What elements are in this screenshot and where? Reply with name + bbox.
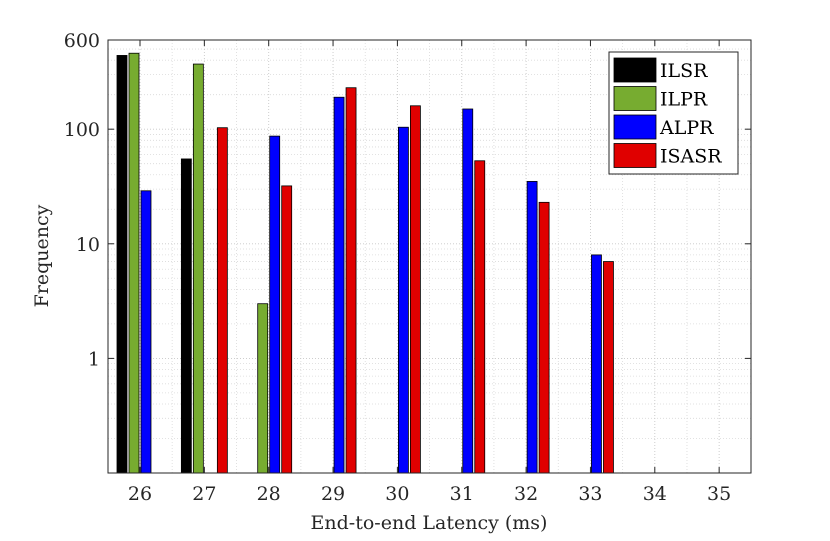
x-tick-label: 35: [707, 483, 731, 505]
legend-label-isasr: ISASR: [660, 146, 722, 168]
x-tick-label: 34: [643, 483, 667, 505]
bar-alpr-33: [591, 254, 602, 474]
x-axis-ticks: 26 27 28 29 30 31 32 33 34 35: [128, 40, 731, 505]
x-tick-label: 32: [514, 483, 538, 505]
bar-ilsr-27: [180, 158, 192, 474]
bar-isasr-33: [603, 261, 614, 474]
bar-isasr-27: [216, 127, 228, 474]
bar-isasr-28: [281, 185, 293, 474]
legend-swatch-alpr: [613, 114, 657, 140]
x-tick-label: 31: [450, 483, 474, 505]
x-tick-label: 29: [321, 483, 345, 505]
x-tick-label: 30: [385, 483, 409, 505]
x-tick-label: 26: [128, 483, 152, 505]
x-tick-label: 28: [257, 483, 281, 505]
y-tick-label: 100: [64, 119, 100, 141]
bar-isasr-32: [538, 201, 550, 474]
legend-label-alpr: ALPR: [659, 117, 714, 139]
legend: ILSR ILPR ALPR ISASR: [608, 51, 739, 175]
legend-swatch-ilpr: [613, 86, 657, 111]
legend-label-ilsr: ILSR: [660, 60, 708, 82]
y-tick-label: 600: [64, 30, 100, 52]
plot-frame: [107, 39, 752, 474]
x-tick-label: 27: [192, 483, 216, 505]
bar-alpr-30: [397, 126, 409, 474]
bar-ilpr-28: [257, 303, 269, 474]
bar-ilsr-26: [116, 55, 128, 474]
bar-isasr-31: [474, 160, 486, 474]
y-axis-title: Frequency: [31, 204, 53, 307]
bar-alpr-28: [269, 135, 281, 474]
bar-alpr-31: [462, 108, 474, 474]
legend-swatch-ilsr: [613, 57, 657, 83]
bar-isasr-30: [409, 105, 421, 474]
bar-alpr-32: [526, 181, 538, 474]
x-axis-title: End-to-end Latency (ms): [311, 512, 548, 534]
minor-grid: [108, 40, 751, 473]
bar-isasr-29: [345, 87, 357, 474]
bar-alpr-29: [333, 96, 345, 474]
x-tick-label: 33: [578, 483, 602, 505]
bar-ilpr-26: [128, 52, 140, 474]
legend-label-ilpr: ILPR: [660, 89, 708, 111]
y-axis-ticks: 1 10 100 600: [64, 30, 751, 370]
y-tick-label: 1: [88, 348, 100, 370]
legend-swatch-isasr: [613, 143, 657, 168]
bar-alpr-26: [140, 190, 152, 474]
bar-ilpr-27: [192, 63, 204, 474]
y-tick-label: 10: [76, 234, 100, 256]
